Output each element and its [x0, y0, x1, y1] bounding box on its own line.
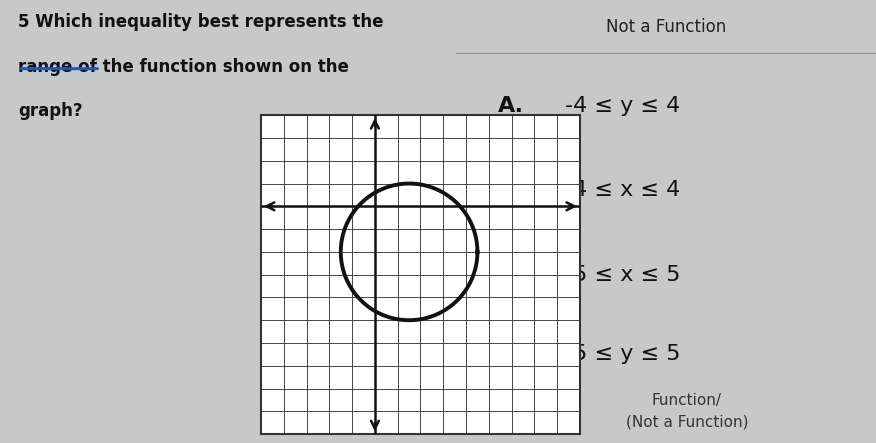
- Text: -5 ≤ x ≤ 5: -5 ≤ x ≤ 5: [565, 264, 681, 285]
- Text: A.: A.: [498, 96, 524, 117]
- Text: D.: D.: [498, 344, 525, 365]
- Text: -5 ≤ y ≤ 5: -5 ≤ y ≤ 5: [565, 344, 681, 365]
- Text: C.: C.: [498, 264, 522, 285]
- Text: (Not a Function): (Not a Function): [625, 415, 748, 430]
- Text: graph?: graph?: [18, 102, 83, 120]
- Text: -4 ≤ y ≤ 4: -4 ≤ y ≤ 4: [565, 96, 680, 117]
- Text: range of the function shown on the: range of the function shown on the: [18, 58, 350, 76]
- Text: Function/: Function/: [652, 392, 722, 408]
- Text: Not a Function: Not a Function: [605, 18, 726, 35]
- Text: 5 Which inequality best represents the: 5 Which inequality best represents the: [18, 13, 384, 31]
- Text: B.: B.: [498, 180, 523, 201]
- Text: -4 ≤ x ≤ 4: -4 ≤ x ≤ 4: [565, 180, 680, 201]
